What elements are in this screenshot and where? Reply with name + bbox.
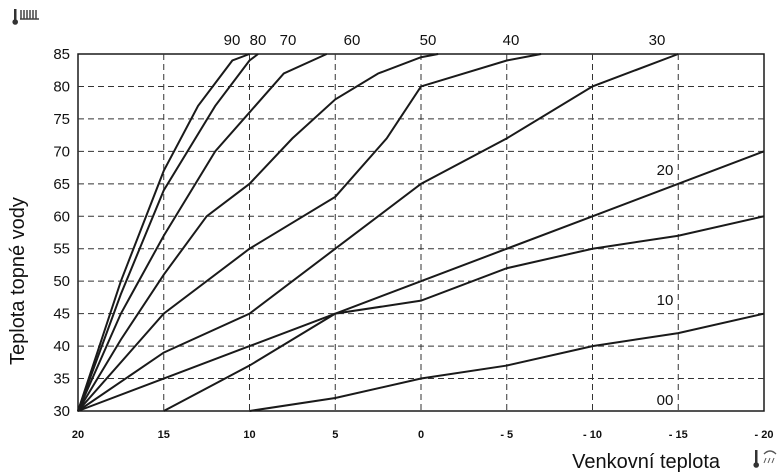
y-tick-label: 80 bbox=[53, 78, 70, 95]
curve-labels: 90 80 70 60 50 40 30 20 10 00 bbox=[224, 32, 674, 409]
curve-label-10: 10 bbox=[657, 292, 674, 309]
y-tick-label: 55 bbox=[53, 241, 70, 258]
curve-label-20: 20 bbox=[657, 162, 674, 179]
curve-label-60: 60 bbox=[344, 32, 361, 49]
curve-label-90: 90 bbox=[224, 32, 241, 49]
x-tick-label: - 20 bbox=[755, 429, 774, 441]
y-tick-label: 60 bbox=[53, 208, 70, 225]
x-tick-label: - 5 bbox=[500, 429, 513, 441]
curve-90 bbox=[77, 53, 250, 412]
curve-80 bbox=[77, 53, 259, 412]
curve-40 bbox=[77, 53, 679, 412]
x-tick-label: 10 bbox=[243, 429, 255, 441]
radiator-thermometer-icon bbox=[12, 9, 39, 25]
y-tick-label: 35 bbox=[53, 371, 70, 388]
y-tick-label: 70 bbox=[53, 143, 70, 160]
curve-label-70: 70 bbox=[280, 32, 297, 49]
curve-30 bbox=[77, 150, 765, 412]
y-tick-labels: 30 35 40 45 50 55 60 65 70 75 80 85 bbox=[53, 46, 70, 420]
x-tick-label: 0 bbox=[418, 429, 424, 441]
grid bbox=[78, 54, 764, 411]
y-tick-label: 75 bbox=[53, 111, 70, 128]
x-tick-label: 5 bbox=[332, 429, 338, 441]
x-tick-label: 15 bbox=[158, 429, 170, 441]
x-axis-title: Venkovní teplota bbox=[572, 451, 721, 473]
y-tick-label: 85 bbox=[53, 46, 70, 63]
y-tick-label: 65 bbox=[53, 176, 70, 193]
x-tick-label: - 15 bbox=[669, 429, 688, 441]
y-tick-label: 50 bbox=[53, 273, 70, 290]
curves bbox=[77, 53, 765, 412]
curve-label-40: 40 bbox=[503, 32, 520, 49]
curve-label-30: 30 bbox=[649, 32, 666, 49]
curve-20 bbox=[163, 215, 765, 412]
curve-label-00: 00 bbox=[657, 392, 674, 409]
curve-70 bbox=[77, 53, 328, 412]
curve-60 bbox=[77, 53, 439, 412]
plot-area bbox=[77, 53, 765, 412]
curve-label-50: 50 bbox=[420, 32, 437, 49]
curve-label-80: 80 bbox=[250, 32, 267, 49]
y-tick-label: 40 bbox=[53, 338, 70, 355]
x-tick-label: 20 bbox=[72, 429, 84, 441]
curve-10 bbox=[249, 312, 765, 412]
x-tick-label: - 10 bbox=[583, 429, 602, 441]
y-axis-title: Teplota topné vody bbox=[7, 197, 29, 365]
x-tick-labels: 20 15 10 5 0 - 5 - 10 - 15 - 20 bbox=[72, 429, 774, 441]
outdoor-thermometer-icon bbox=[753, 450, 777, 468]
y-tick-label: 45 bbox=[53, 306, 70, 323]
y-tick-label: 30 bbox=[53, 403, 70, 420]
curve-50 bbox=[77, 53, 542, 412]
